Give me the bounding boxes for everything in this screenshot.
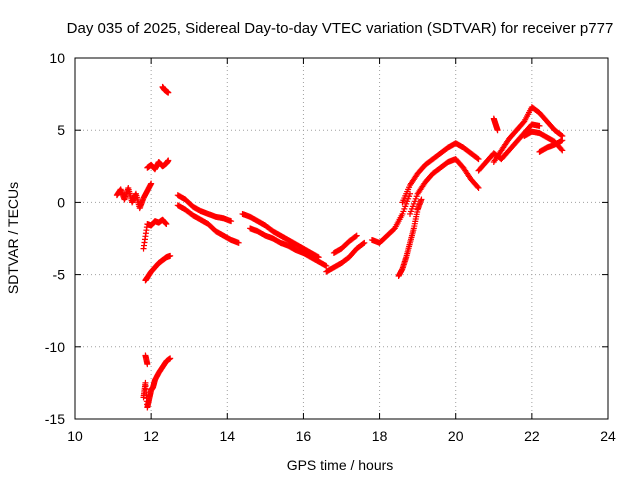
data-point	[494, 127, 501, 134]
series-arc-g	[368, 190, 414, 246]
data-points	[113, 83, 566, 411]
x-axis-label: GPS time / hours	[287, 457, 394, 473]
data-point	[474, 155, 481, 162]
data-point	[323, 262, 330, 269]
data-point	[558, 146, 565, 153]
y-tick-label: 10	[49, 50, 65, 66]
data-point	[228, 218, 235, 225]
series-arc-h	[395, 196, 425, 280]
data-point	[360, 240, 367, 247]
series-cluster-11h	[113, 180, 155, 212]
series-arc-a	[174, 202, 242, 246]
x-tick-label: 22	[524, 428, 540, 444]
x-tick-label: 10	[67, 428, 83, 444]
x-tick-label: 14	[219, 428, 235, 444]
x-tick-label: 18	[372, 428, 388, 444]
series-spike-12h	[142, 352, 151, 368]
data-point	[167, 252, 174, 259]
series-arc-b	[174, 192, 235, 225]
y-tick-labels: -15 -10 -5 0 5 10	[45, 50, 65, 427]
series-scatter-12h	[140, 216, 170, 252]
data-point	[559, 137, 566, 144]
series-arc-j	[407, 156, 482, 217]
data-point	[418, 196, 425, 203]
data-point	[559, 147, 566, 154]
data-point	[558, 132, 565, 139]
data-point	[474, 183, 481, 190]
plot-frame	[74, 57, 609, 420]
data-point	[235, 239, 242, 246]
data-point	[148, 180, 155, 187]
data-point	[353, 232, 360, 239]
data-point	[352, 233, 359, 240]
y-tick-label: 5	[57, 122, 65, 138]
chart-title: Day 035 of 2025, Sidereal Day-to-day VTE…	[67, 20, 614, 37]
series-arc-k	[475, 121, 543, 174]
series-low-12h	[142, 252, 174, 284]
series-deep-12h	[140, 355, 174, 411]
series-mid-12h	[144, 157, 172, 173]
series-arc-n	[536, 137, 566, 155]
data-point	[163, 221, 170, 228]
data-point	[165, 89, 172, 96]
data-point	[144, 361, 151, 368]
x-tick-label: 16	[296, 428, 312, 444]
x-tick-label: 12	[143, 428, 159, 444]
y-axis-label: SDTVAR / TECUs	[5, 182, 21, 294]
series-arc-e	[323, 239, 368, 275]
series-arc-i	[399, 140, 482, 206]
data-point	[361, 239, 368, 246]
series-arc-c	[239, 210, 322, 261]
series-upper-12h	[159, 83, 172, 96]
data-point	[475, 156, 482, 163]
data-point	[165, 157, 172, 164]
data-point	[536, 122, 543, 129]
y-tick-label: -15	[45, 411, 65, 427]
x-tick-label: 20	[448, 428, 464, 444]
series-arc-f	[330, 232, 360, 256]
y-tick-label: -5	[53, 267, 66, 283]
series-spike-21h	[490, 115, 501, 134]
x-tick-label: 24	[600, 428, 616, 444]
data-point	[167, 355, 174, 362]
y-tick-label: 0	[57, 194, 65, 210]
y-tick-label: -10	[45, 339, 65, 355]
series-arc-l	[490, 104, 566, 165]
x-tick-labels: 10 12 14 16 18 20 22 24	[67, 428, 616, 444]
data-point	[475, 184, 482, 191]
series-arc-d	[247, 225, 330, 269]
